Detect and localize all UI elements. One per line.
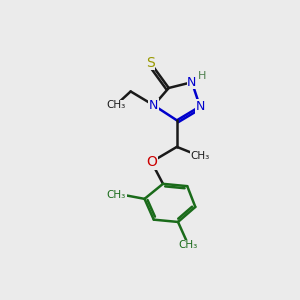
Text: CH₃: CH₃ <box>106 100 125 110</box>
Text: CH₃: CH₃ <box>107 190 126 200</box>
Text: H: H <box>197 71 206 81</box>
Text: N: N <box>149 99 158 112</box>
Text: CH₃: CH₃ <box>190 151 210 161</box>
Text: N: N <box>195 100 205 113</box>
Text: O: O <box>146 155 157 169</box>
Text: N: N <box>187 76 196 89</box>
Text: CH₃: CH₃ <box>179 240 198 250</box>
Text: S: S <box>146 56 155 70</box>
